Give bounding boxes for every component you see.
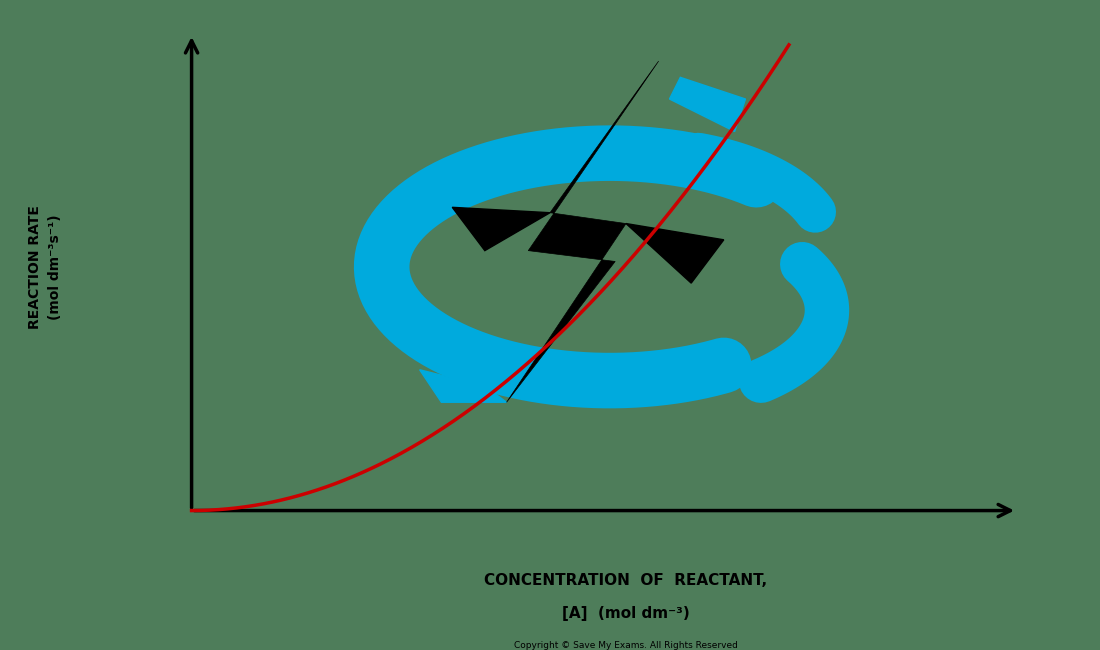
Text: Copyright © Save My Exams. All Rights Reserved: Copyright © Save My Exams. All Rights Re… <box>514 642 738 650</box>
Polygon shape <box>420 370 507 402</box>
Polygon shape <box>670 77 746 131</box>
Polygon shape <box>507 61 659 402</box>
Text: CONCENTRATION  OF  REACTANT,: CONCENTRATION OF REACTANT, <box>484 573 768 588</box>
Text: REACTION RATE
(mol dm⁻³s⁻¹): REACTION RATE (mol dm⁻³s⁻¹) <box>29 205 62 329</box>
Polygon shape <box>626 224 724 283</box>
Polygon shape <box>452 207 550 251</box>
Text: [A]  (mol dm⁻³): [A] (mol dm⁻³) <box>562 606 690 621</box>
